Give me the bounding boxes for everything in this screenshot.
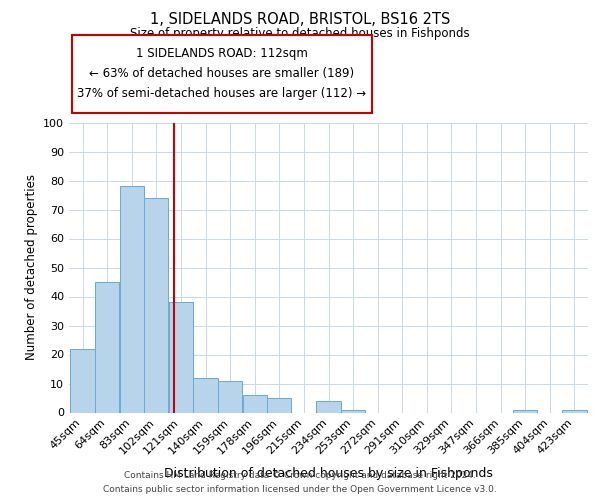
Bar [95, 282, 119, 412]
X-axis label: Distribution of detached houses by size in Fishponds: Distribution of detached houses by size … [164, 468, 493, 480]
Bar [513, 410, 538, 412]
Bar [70, 348, 95, 412]
Text: Contains public sector information licensed under the Open Government Licence v3: Contains public sector information licen… [103, 486, 497, 494]
Bar [316, 401, 341, 412]
Bar [562, 410, 587, 412]
Text: Contains HM Land Registry data © Crown copyright and database right 2024.: Contains HM Land Registry data © Crown c… [124, 472, 476, 480]
Bar [341, 410, 365, 412]
Text: 1 SIDELANDS ROAD: 112sqm
← 63% of detached houses are smaller (189)
37% of semi-: 1 SIDELANDS ROAD: 112sqm ← 63% of detach… [77, 48, 367, 100]
Bar [218, 380, 242, 412]
Y-axis label: Number of detached properties: Number of detached properties [25, 174, 38, 360]
Bar [242, 395, 267, 412]
Bar [193, 378, 218, 412]
Bar [169, 302, 193, 412]
Text: Size of property relative to detached houses in Fishponds: Size of property relative to detached ho… [130, 28, 470, 40]
Text: 1, SIDELANDS ROAD, BRISTOL, BS16 2TS: 1, SIDELANDS ROAD, BRISTOL, BS16 2TS [150, 12, 450, 28]
Bar [144, 198, 169, 412]
Bar [267, 398, 292, 412]
Bar [119, 186, 144, 412]
